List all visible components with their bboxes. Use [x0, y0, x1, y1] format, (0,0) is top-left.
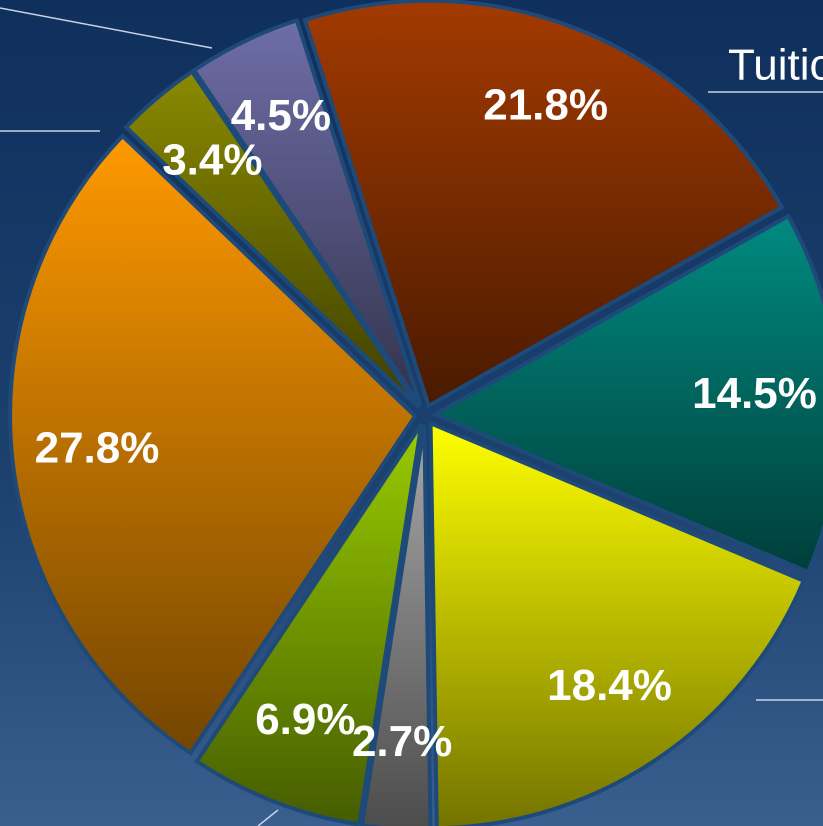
pie-slice — [191, 17, 423, 408]
data-label: 27.8% — [35, 424, 160, 473]
pie-slice — [123, 68, 421, 409]
pie — [8, 0, 823, 826]
pie-slice — [430, 213, 823, 575]
leader-line — [0, 7, 213, 49]
data-label: 3.4% — [162, 135, 262, 184]
data-label: 4.5% — [231, 91, 331, 140]
pie-slice — [428, 420, 807, 826]
pie-slice — [302, 0, 785, 409]
pie-slice — [194, 423, 424, 826]
pie-slice — [359, 424, 433, 826]
labels: 21.8% 14.5% 18.4% 2.7%6.9% 27.8% 3.4%4.5% — [35, 80, 817, 765]
category-label: Tuitio — [728, 41, 823, 90]
data-label: 18.4% — [547, 661, 672, 710]
leader-line — [257, 809, 279, 826]
data-label: 14.5% — [692, 369, 817, 418]
data-label: 21.8% — [483, 80, 608, 129]
data-label: 2.7% — [352, 717, 452, 766]
pie-slice — [8, 133, 418, 756]
data-label: 6.9% — [255, 695, 355, 744]
leader-lines — [0, 7, 823, 826]
